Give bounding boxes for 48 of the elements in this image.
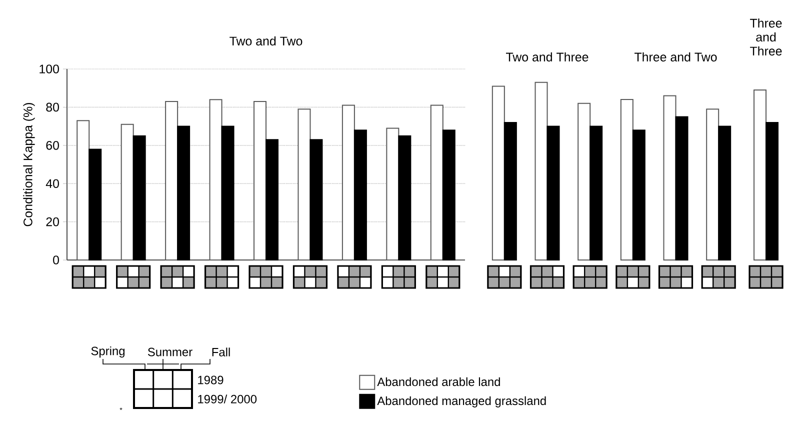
bar — [663, 95, 676, 261]
text: Three and Two — [634, 52, 717, 62]
bar — [266, 139, 279, 261]
bar — [632, 130, 646, 261]
text: Summer — [148, 348, 192, 356]
chart-title: Two and Two — [230, 36, 302, 46]
bar — [590, 126, 603, 261]
y-axis-title: Conditional Kappa (%) — [23, 103, 35, 226]
bar — [165, 100, 178, 261]
y-tick-label: 0 — [53, 256, 59, 264]
bar — [76, 120, 90, 261]
bar — [430, 104, 444, 261]
chart-title: Three and Three — [750, 18, 782, 56]
bar — [298, 108, 311, 261]
bar — [492, 86, 505, 261]
y-tick-label: 80 — [46, 102, 59, 112]
bar — [675, 116, 688, 261]
bar — [718, 126, 732, 261]
text: 1989 — [198, 376, 224, 384]
bar — [386, 128, 400, 261]
bar — [342, 104, 355, 261]
y-tick-label: 60 — [46, 141, 59, 150]
bar — [398, 135, 412, 261]
bar — [578, 102, 591, 261]
text: Two and Three — [506, 52, 588, 62]
bar — [132, 135, 146, 261]
bar — [209, 99, 222, 261]
bar — [354, 130, 367, 261]
bar — [88, 148, 102, 261]
bar — [504, 122, 517, 261]
bar — [534, 82, 548, 261]
bar — [310, 139, 323, 261]
legend-label: Abandoned arable land — [377, 377, 500, 386]
text: Fall — [212, 348, 230, 356]
text: Spring — [91, 346, 124, 358]
legend-label: Abandoned managed grassland — [377, 396, 546, 408]
y-tick-label: 40 — [46, 179, 59, 188]
bar — [254, 100, 267, 261]
bar — [546, 126, 560, 261]
text: 1999/ 2000 — [198, 394, 257, 404]
y-tick-label: 100 — [40, 64, 59, 74]
y-tick-label: 20 — [46, 217, 59, 226]
bar — [706, 108, 720, 261]
bar — [221, 126, 234, 261]
bar — [442, 130, 456, 261]
bar — [177, 126, 190, 261]
bar — [120, 124, 134, 261]
bar — [620, 99, 634, 261]
